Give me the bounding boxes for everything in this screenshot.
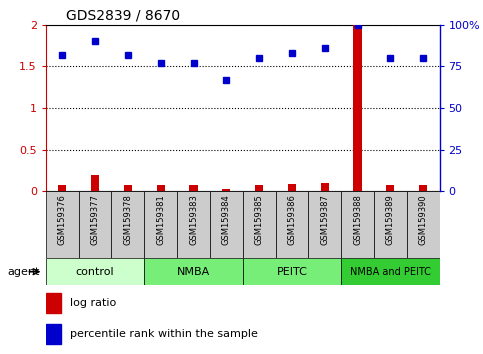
Bar: [341, 258, 440, 285]
Bar: [374, 191, 407, 258]
Text: GSM159378: GSM159378: [123, 195, 132, 245]
Text: percentile rank within the sample: percentile rank within the sample: [70, 329, 257, 339]
Text: GSM159385: GSM159385: [255, 195, 264, 245]
Bar: [156, 185, 165, 191]
Text: NMBA and PEITC: NMBA and PEITC: [350, 267, 431, 277]
Bar: [242, 258, 341, 285]
Bar: [144, 258, 242, 285]
Bar: [419, 185, 427, 191]
Bar: [288, 184, 296, 191]
Bar: [321, 183, 329, 191]
Bar: [386, 185, 395, 191]
Text: GSM159388: GSM159388: [353, 195, 362, 245]
Text: log ratio: log ratio: [70, 298, 116, 308]
Bar: [58, 184, 66, 191]
Bar: [46, 293, 61, 313]
Bar: [210, 191, 243, 258]
Text: GSM159384: GSM159384: [222, 195, 231, 245]
Bar: [308, 191, 341, 258]
Bar: [242, 191, 275, 258]
Bar: [124, 184, 132, 191]
Bar: [79, 191, 112, 258]
Text: agent: agent: [7, 267, 40, 277]
Bar: [177, 191, 210, 258]
Bar: [46, 258, 144, 285]
Text: NMBA: NMBA: [177, 267, 210, 277]
Text: GSM159377: GSM159377: [91, 195, 99, 245]
Bar: [46, 324, 61, 344]
Bar: [407, 191, 440, 258]
Bar: [91, 175, 99, 191]
Text: control: control: [76, 267, 114, 277]
Bar: [354, 25, 362, 191]
Bar: [255, 185, 263, 191]
Text: GDS2839 / 8670: GDS2839 / 8670: [66, 8, 180, 22]
Text: GSM159389: GSM159389: [386, 195, 395, 245]
Bar: [222, 189, 230, 191]
Text: GSM159390: GSM159390: [419, 195, 427, 245]
Text: GSM159387: GSM159387: [320, 195, 329, 245]
Text: GSM159381: GSM159381: [156, 195, 165, 245]
Text: GSM159376: GSM159376: [58, 195, 67, 245]
Bar: [275, 191, 308, 258]
Text: GSM159383: GSM159383: [189, 195, 198, 245]
Bar: [189, 185, 198, 191]
Text: GSM159386: GSM159386: [287, 195, 297, 245]
Bar: [46, 191, 79, 258]
Text: PEITC: PEITC: [276, 267, 307, 277]
Bar: [341, 191, 374, 258]
Bar: [112, 191, 144, 258]
Bar: [144, 191, 177, 258]
